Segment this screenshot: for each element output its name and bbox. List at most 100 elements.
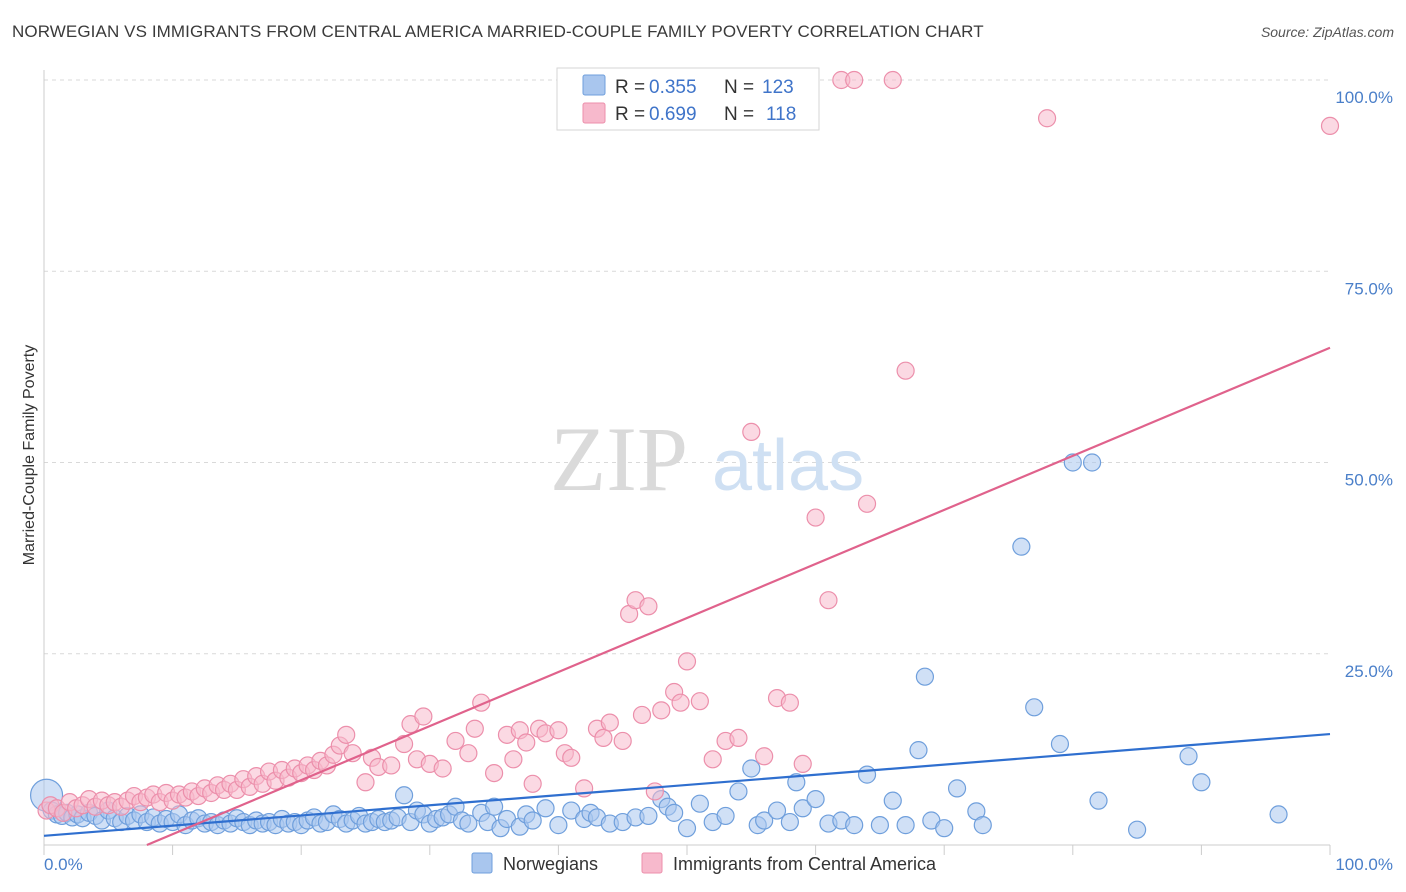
legend-r-value-2: 0.699 — [649, 104, 697, 125]
norwegians-point — [935, 819, 954, 838]
immigrants-point — [465, 719, 484, 738]
legend-n-label-1: N = — [724, 77, 754, 98]
norwegians-point — [1082, 453, 1102, 472]
y-tick-label: 100.0% — [1335, 88, 1393, 107]
immigrants-point — [896, 361, 915, 380]
immigrants-point — [594, 728, 613, 748]
norwegians-point — [896, 816, 915, 835]
y-axis-label: Married-Couple Family Poverty — [21, 345, 38, 566]
norwegians-point — [1089, 791, 1108, 810]
norwegians-point — [780, 812, 799, 832]
x-tick-label-min: 0.0% — [44, 855, 83, 874]
norwegians-point — [677, 819, 697, 838]
norwegians-point — [729, 782, 748, 801]
legend-n-label-2: N = — [724, 104, 754, 125]
immigrants-point — [690, 692, 709, 711]
immigrants-point — [703, 750, 722, 769]
y-tick-label: 75.0% — [1345, 279, 1393, 298]
x-tick-label-max: 100.0% — [1335, 855, 1393, 874]
legend-r-label-1: R = — [615, 77, 645, 98]
norwegians-point — [1050, 734, 1070, 754]
norwegians-point — [716, 806, 735, 826]
immigrants-point — [549, 721, 568, 740]
immigrants-point — [780, 693, 799, 712]
norwegians-point — [1179, 747, 1198, 766]
immigrants-point — [742, 422, 761, 441]
immigrants-point — [729, 728, 748, 748]
immigrants-point — [793, 754, 812, 774]
norwegians-point — [909, 741, 928, 760]
immigrants-point — [523, 774, 542, 793]
chart-title: NORWEGIAN VS IMMIGRANTS FROM CENTRAL AME… — [12, 22, 984, 41]
immigrants-point — [806, 508, 825, 527]
legend-n-value-1: 123 — [762, 77, 794, 98]
norwegians-point — [523, 811, 542, 830]
immigrants-point — [485, 763, 504, 783]
norwegians-point — [1269, 805, 1288, 824]
immigrants-point — [671, 693, 690, 712]
norwegians-point — [1025, 698, 1044, 717]
immigrants-point — [1320, 116, 1340, 136]
norwegians-point — [767, 801, 787, 820]
watermark: ZIP atlas — [550, 408, 864, 510]
immigrants-point — [857, 494, 877, 513]
bottom-legend-swatch-norwegians — [471, 852, 493, 874]
norwegians-point — [485, 797, 504, 816]
immigrants-point — [645, 782, 664, 801]
immigrants-point — [883, 70, 902, 90]
norwegians-point — [870, 816, 890, 835]
series-legend: Norwegians Immigrants from Central Ameri… — [471, 852, 937, 874]
norwegians-point — [973, 816, 992, 835]
immigrants-point — [356, 773, 375, 792]
immigrants-point — [600, 713, 619, 732]
x-tick-labels: 0.0% 100.0% — [44, 855, 1393, 874]
immigrants-point — [845, 70, 864, 90]
norwegians-point — [549, 816, 568, 835]
bottom-legend-norwegians: Norwegians — [503, 854, 598, 874]
norwegians-point — [394, 786, 414, 805]
immigrants-point — [504, 750, 523, 769]
immigrants-point — [819, 591, 838, 610]
norwegians-point — [947, 779, 967, 798]
norwegians-point — [639, 806, 658, 826]
axes — [43, 70, 1331, 855]
legend-r-label-2: R = — [615, 104, 645, 125]
series-immigrants — [37, 70, 1340, 822]
norwegians-point — [459, 814, 478, 833]
immigrants-point — [459, 744, 478, 763]
bottom-legend-immigrants: Immigrants from Central America — [673, 854, 937, 874]
norwegians-point — [845, 816, 864, 835]
immigrants-point — [1037, 109, 1057, 128]
legend-swatch-immigrants — [582, 102, 606, 124]
immigrants-point — [433, 759, 452, 778]
norwegians-point — [915, 667, 935, 686]
norwegians-point — [787, 773, 806, 792]
norwegians-point — [1012, 537, 1031, 556]
norwegians-point — [665, 803, 684, 822]
norwegians-point — [755, 811, 774, 830]
norwegians-point — [1192, 773, 1211, 792]
y-tick-label: 25.0% — [1345, 662, 1393, 681]
norwegians-point — [742, 759, 761, 778]
y-tick-labels: 25.0% 50.0% 75.0% 100.0% — [1335, 88, 1393, 681]
norwegians-point — [562, 801, 581, 820]
norwegians-point — [536, 799, 555, 818]
y-tick-label: 50.0% — [1345, 471, 1393, 490]
grid-lines — [44, 79, 1330, 655]
correlation-legend: R = 0.355 N = 123 R = 0.699 N = 118 — [556, 67, 820, 131]
immigrants-point — [382, 756, 401, 775]
bottom-legend-swatch-immigrants — [641, 852, 663, 874]
immigrants-point — [755, 747, 774, 766]
immigrants-point — [632, 705, 652, 725]
immigrants-trendline — [146, 346, 1331, 847]
trendlines — [43, 346, 1331, 847]
norwegians-point — [1127, 820, 1147, 839]
immigrants-point — [652, 701, 671, 720]
norwegians-point — [806, 789, 825, 809]
norwegians-point — [857, 765, 877, 784]
source-credit: Source: ZipAtlas.com — [1260, 24, 1394, 40]
immigrants-point — [562, 748, 581, 767]
watermark-zip: ZIP — [550, 408, 688, 510]
legend-r-value-1: 0.355 — [649, 77, 697, 98]
